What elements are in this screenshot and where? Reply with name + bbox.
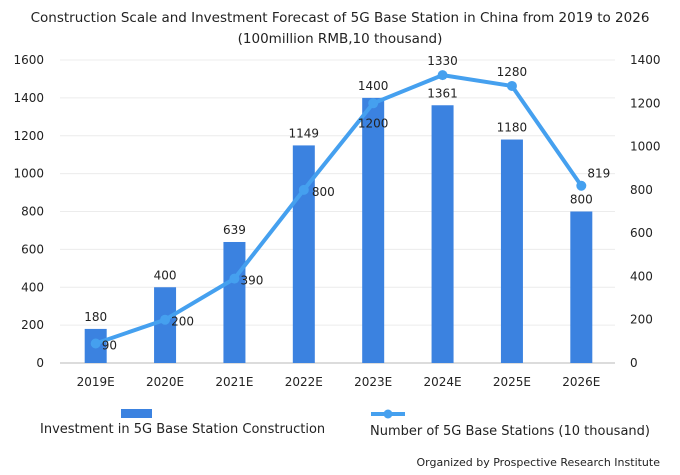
line-point xyxy=(298,184,309,195)
x-tick-label: 2024E xyxy=(424,375,462,389)
bar-data-label: 400 xyxy=(154,268,177,282)
x-tick-label: 2023E xyxy=(354,375,392,389)
gridlines xyxy=(60,59,615,326)
bar xyxy=(500,139,523,363)
right-tick-label: 0 xyxy=(630,356,638,370)
series-line xyxy=(95,73,583,346)
bar xyxy=(570,211,593,363)
line-data-label: 819 xyxy=(587,167,610,181)
footnote: Organized by Prospective Research Instit… xyxy=(416,456,660,469)
line-data-label: 90 xyxy=(102,339,117,353)
line-data-label: 1280 xyxy=(497,65,528,79)
right-tick-label: 200 xyxy=(630,313,653,327)
left-tick-label: 600 xyxy=(21,242,44,256)
legend-bar-label: Investment in 5G Base Station Constructi… xyxy=(40,422,325,437)
left-tick-label: 1400 xyxy=(13,91,44,105)
line-data-label: 390 xyxy=(240,274,263,288)
chart-subtitle: (100million RMB,10 thousand) xyxy=(238,31,443,47)
chart-title: Construction Scale and Investment Foreca… xyxy=(31,10,650,26)
line-point xyxy=(576,180,587,191)
bar-data-label: 1149 xyxy=(289,126,320,140)
right-tick-label: 400 xyxy=(630,269,653,283)
left-tick-label: 200 xyxy=(21,318,44,332)
right-tick-label: 1000 xyxy=(630,140,661,154)
bar-data-label: 800 xyxy=(570,193,593,207)
right-tick-label: 1400 xyxy=(630,53,661,67)
bar-data-label: 1361 xyxy=(427,86,458,100)
left-tick-label: 0 xyxy=(36,356,44,370)
x-tick-label: 2026E xyxy=(562,375,600,389)
x-tick-label: 2025E xyxy=(493,375,531,389)
x-tick-label: 2019E xyxy=(77,375,115,389)
line-point xyxy=(160,314,171,325)
bar-data-label: 1180 xyxy=(497,121,528,135)
right-axis: 0 200 400 600 800 1000 1200 1400 xyxy=(630,53,661,370)
left-tick-label: 1200 xyxy=(13,129,44,143)
x-tick-label: 2020E xyxy=(146,375,184,389)
line-point xyxy=(368,98,379,109)
bar-series: 180 400 639 1149 1400 1361 1180 800 xyxy=(84,79,593,364)
line-point xyxy=(506,80,517,91)
left-tick-label: 1600 xyxy=(13,53,44,67)
bar xyxy=(362,97,385,363)
line-data-label: 1330 xyxy=(427,54,458,68)
left-tick-label: 400 xyxy=(21,280,44,294)
legend-bar-swatch xyxy=(121,409,152,418)
x-tick-label: 2021E xyxy=(215,375,253,389)
bar xyxy=(154,287,177,363)
bar xyxy=(431,105,454,364)
line-data-label: 1200 xyxy=(358,116,389,130)
line-data-label: 200 xyxy=(171,315,194,329)
line-point xyxy=(437,70,448,81)
legend-line-label: Number of 5G Base Stations (10 thousand) xyxy=(370,424,650,439)
bar xyxy=(223,241,246,363)
bar-data-label: 180 xyxy=(84,310,107,324)
left-axis: 0 200 400 600 800 1000 1200 1400 1600 xyxy=(13,53,44,370)
x-tick-label: 2022E xyxy=(285,375,323,389)
line-data-label: 800 xyxy=(312,185,335,199)
bar-data-label: 1400 xyxy=(358,79,389,93)
left-tick-label: 1000 xyxy=(13,167,44,181)
right-tick-label: 1200 xyxy=(630,96,661,110)
x-axis: 2019E 2020E 2021E 2022E 2023E 2024E 2025E 2026E xyxy=(60,362,615,389)
line-point xyxy=(229,273,240,284)
line-series: 90 200 390 800 1200 1330 1280 819 xyxy=(90,54,610,353)
legend-line-marker xyxy=(383,409,393,419)
right-tick-label: 800 xyxy=(630,183,653,197)
line-point xyxy=(90,338,101,349)
left-tick-label: 800 xyxy=(21,205,44,219)
right-tick-label: 600 xyxy=(630,226,653,240)
legend: Investment in 5G Base Station Constructi… xyxy=(40,409,650,439)
bar-data-label: 639 xyxy=(223,223,246,237)
